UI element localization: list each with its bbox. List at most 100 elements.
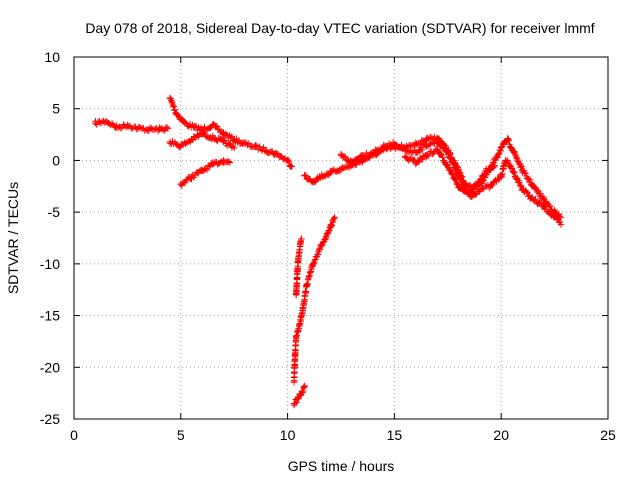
data-marker <box>455 168 463 176</box>
data-point <box>209 134 216 141</box>
y-tick-label: -20 <box>40 359 60 375</box>
data-point <box>231 144 238 152</box>
x-tick-label: 20 <box>493 427 509 443</box>
data-point <box>298 235 305 243</box>
data-point <box>295 395 302 402</box>
y-tick-label: -5 <box>48 204 61 220</box>
data-point <box>177 142 184 150</box>
data-point <box>181 120 189 127</box>
data-point <box>530 196 537 203</box>
series-arc-6 <box>290 214 338 386</box>
data-point <box>498 144 505 152</box>
data-marker <box>221 137 228 144</box>
data-marker <box>136 123 143 131</box>
data-marker <box>285 158 293 165</box>
y-axis-label: SDTVAR / TECUs <box>5 182 21 294</box>
data-point <box>292 333 300 340</box>
data-marker <box>547 203 554 210</box>
x-tick-label: 10 <box>280 427 296 443</box>
data-marker <box>163 124 170 131</box>
data-marker <box>203 166 211 174</box>
data-marker <box>168 98 175 106</box>
data-marker <box>228 133 235 140</box>
data-marker <box>116 123 123 130</box>
data-point <box>177 181 184 188</box>
x-tick-label: 25 <box>600 427 616 443</box>
data-marker <box>490 163 497 171</box>
y-tick-label: -10 <box>40 256 60 272</box>
data-point <box>380 143 387 151</box>
data-marker <box>517 182 524 189</box>
data-point <box>166 95 174 102</box>
data-point <box>508 165 516 172</box>
data-marker <box>523 188 530 195</box>
data-point <box>423 152 430 159</box>
data-point <box>188 173 195 181</box>
data-point <box>284 157 291 164</box>
data-point <box>348 159 355 166</box>
data-point <box>446 151 454 158</box>
data-marker <box>474 182 481 190</box>
data-point <box>491 162 498 169</box>
y-tick-label: 5 <box>52 101 60 117</box>
data-point <box>297 240 304 247</box>
data-point <box>252 143 259 151</box>
data-point <box>301 382 308 390</box>
data-point <box>273 151 281 158</box>
data-marker <box>341 153 348 160</box>
data-marker <box>518 163 525 170</box>
data-marker <box>176 144 183 151</box>
data-marker <box>493 154 500 161</box>
data-point <box>173 110 180 118</box>
data-point <box>220 130 227 137</box>
data-marker <box>505 135 512 143</box>
series-arc-7 <box>290 382 308 409</box>
data-marker <box>458 173 466 180</box>
data-marker <box>245 140 253 147</box>
data-point <box>164 125 172 132</box>
data-point <box>551 208 558 216</box>
data-point <box>327 169 334 176</box>
data-point <box>540 203 548 211</box>
data-point <box>412 141 419 149</box>
data-marker <box>525 176 532 183</box>
data-point <box>220 138 227 145</box>
data-marker <box>451 159 458 166</box>
y-tick-label: -15 <box>40 308 60 324</box>
data-point <box>290 377 298 384</box>
data-point <box>124 122 131 129</box>
data-point <box>455 167 462 174</box>
x-tick-label: 5 <box>177 427 185 443</box>
data-marker <box>108 120 116 127</box>
data-point <box>301 172 308 180</box>
data-point <box>391 140 398 148</box>
x-tick-label: 0 <box>70 427 78 443</box>
data-marker <box>212 122 220 130</box>
data-marker <box>452 176 460 184</box>
data-point <box>369 149 377 156</box>
data-marker <box>93 121 100 128</box>
data-point <box>290 400 298 407</box>
data-point <box>401 154 409 161</box>
y-tick-label: -25 <box>40 411 60 427</box>
data-point <box>519 167 526 174</box>
data-marker <box>171 106 179 113</box>
data-point <box>294 271 301 278</box>
data-marker <box>481 171 488 179</box>
data-marker <box>354 156 362 163</box>
data-point <box>540 196 548 203</box>
data-point <box>295 327 302 335</box>
data-point <box>440 141 447 149</box>
data-point <box>498 172 505 180</box>
data-point <box>331 214 338 221</box>
data-marker <box>437 150 445 158</box>
data-point <box>359 152 366 159</box>
data-point <box>444 162 451 169</box>
series-arc-9 <box>337 133 565 221</box>
data-point <box>455 183 462 190</box>
data-point <box>188 136 195 143</box>
data-point <box>190 124 197 131</box>
data-point <box>401 144 409 152</box>
